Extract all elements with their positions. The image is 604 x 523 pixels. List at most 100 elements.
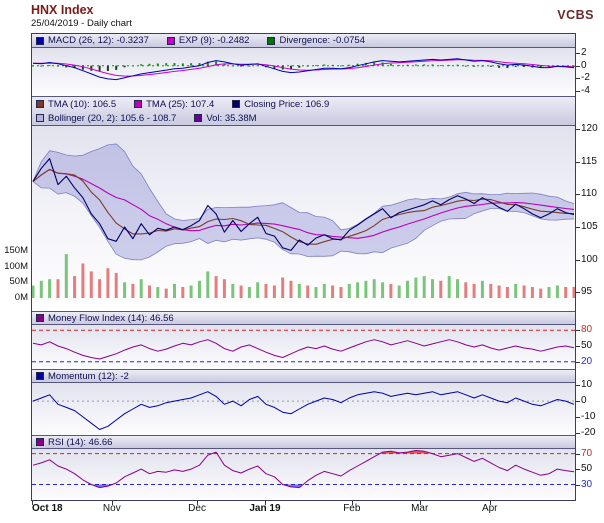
x-axis-label: Mar <box>411 503 429 514</box>
volume-axis-label: 150M <box>4 245 28 256</box>
x-axis-tickmark <box>112 501 113 505</box>
y-axis-tickmark <box>576 485 580 486</box>
legend-item-momentum: Momentum (12): -2 <box>36 371 129 382</box>
momentum-chart-canvas <box>32 391 575 430</box>
chart-plot-area: MACD (26, 12): -0.3237 EXP (9): -0.2482 … <box>31 33 576 501</box>
y-axis-label: 20 <box>581 355 593 367</box>
y-axis-tickmark <box>576 417 580 418</box>
momentum-panel <box>32 383 575 435</box>
bollinger-swatch-icon <box>36 114 44 122</box>
rsi-swatch-icon <box>36 438 44 446</box>
volume-swatch-icon <box>194 114 203 122</box>
y-axis-label: 30 <box>581 478 593 490</box>
legend-item-closing-price: Closing Price: 106.9 <box>232 99 329 110</box>
x-axis-label: Apr <box>481 503 498 514</box>
rsi-panel <box>32 449 575 500</box>
y-axis-label: -2 <box>581 72 590 84</box>
y-axis-label: -10 <box>581 410 596 422</box>
legend-item-mfi: Money Flow Index (14): 46.56 <box>36 313 174 324</box>
y-axis-tickmark <box>576 260 580 261</box>
mfi-panel <box>32 325 575 369</box>
momentum-swatch-icon <box>36 372 44 380</box>
divergence-legend-label: Divergence: -0.0754 <box>279 35 366 46</box>
y-axis-tickmark <box>576 129 580 130</box>
rsi-legend: RSI (14): 46.66 <box>32 435 575 449</box>
y-axis-tickmark <box>576 194 580 195</box>
y-axis-label: 10 <box>581 379 593 391</box>
volume-legend-label: Vol: 35.38M <box>206 112 257 124</box>
y-axis-label: 110 <box>581 188 597 200</box>
price-panel <box>32 126 575 311</box>
macd-legend-label: MACD (26, 12): -0.3237 <box>48 35 149 46</box>
y-axis-tickmark <box>576 227 580 228</box>
y-axis-label: 2 <box>581 47 587 59</box>
rsi-chart-canvas <box>32 450 575 489</box>
x-axis-tickmark <box>490 501 491 505</box>
y-axis-tickmark <box>576 91 580 92</box>
y-axis-label: 95 <box>581 286 593 298</box>
tma10-legend-label: TMA (10): 106.5 <box>48 98 117 110</box>
macd-panel <box>32 48 575 96</box>
macd-line-swatch-icon <box>36 36 44 45</box>
y-axis-label: 100 <box>581 253 598 265</box>
y-axis-label: 50 <box>581 463 593 475</box>
y-axis-tickmark <box>576 454 580 455</box>
closing-price-swatch-icon <box>232 100 241 108</box>
y-axis-label: -20 <box>581 426 596 438</box>
macd-legend: MACD (26, 12): -0.3237 EXP (9): -0.2482 … <box>32 34 575 48</box>
x-axis-tickmark <box>197 501 198 505</box>
y-axis-tickmark <box>576 53 580 54</box>
x-axis-tickmark <box>352 501 353 505</box>
macd-chart-canvas <box>32 58 575 81</box>
legend-item-divergence: Divergence: -0.0754 <box>267 35 365 46</box>
price-legend-row-2: Bollinger (20, 2): 105.6 - 108.7 Vol: 35… <box>32 111 575 125</box>
y-axis-tickmark <box>576 433 580 434</box>
mfi-legend-label: Money Flow Index (14): 46.56 <box>48 312 174 324</box>
price-legend-row-1: TMA (10): 106.5 TMA (25): 107.4 Closing … <box>32 97 575 111</box>
x-axis-label: Feb <box>343 503 361 514</box>
y-axis-tickmark <box>576 385 580 386</box>
tma25-swatch-icon <box>134 100 143 108</box>
y-axis-label: 70 <box>581 447 593 459</box>
y-axis-tickmark <box>576 469 580 470</box>
y-axis-tickmark <box>576 330 580 331</box>
mfi-chart-canvas <box>32 329 575 363</box>
price-legend: TMA (10): 106.5 TMA (25): 107.4 Closing … <box>32 96 575 126</box>
bollinger-legend-label: Bollinger (20, 2): 105.6 - 108.7 <box>48 112 177 124</box>
price-chart-canvas <box>32 143 575 298</box>
y-axis-label: 0 <box>581 59 587 71</box>
legend-item-bollinger: Bollinger (20, 2): 105.6 - 108.7 <box>36 113 176 124</box>
brand-logo: VCBS <box>557 8 594 22</box>
volume-axis-label: 50M <box>9 276 28 288</box>
x-axis-label: Nov <box>102 503 121 514</box>
closing-price-legend-label: Closing Price: 106.9 <box>244 98 330 110</box>
y-axis-tickmark <box>576 66 580 67</box>
y-axis-label: -4 <box>581 84 590 96</box>
page-title: HNX Index <box>31 3 94 17</box>
chart-subtitle: 25/04/2019 - Daily chart <box>31 18 132 29</box>
x-axis-tickmark <box>32 501 33 505</box>
volume-axis-label: 100M <box>4 260 28 272</box>
momentum-legend-label: Momentum (12): -2 <box>48 370 129 382</box>
x-axis-label: Oct 18 <box>32 503 63 514</box>
legend-item-volume: Vol: 35.38M <box>194 112 257 124</box>
momentum-legend: Momentum (12): -2 <box>32 369 575 383</box>
y-axis-tickmark <box>576 162 580 163</box>
y-axis-label: 50 <box>581 339 593 351</box>
x-axis-tickmark <box>420 501 421 505</box>
y-axis-label: 120 <box>581 123 598 135</box>
y-axis-label: 80 <box>581 324 593 336</box>
legend-item-macd: MACD (26, 12): -0.3237 <box>36 35 149 46</box>
rsi-legend-label: RSI (14): 46.66 <box>48 436 113 448</box>
legend-item-exp: EXP (9): -0.2482 <box>166 35 249 46</box>
x-axis-label: Jan 19 <box>249 503 281 514</box>
legend-item-tma10: TMA (10): 106.5 <box>36 99 116 110</box>
legend-item-tma25: TMA (25): 107.4 <box>134 99 214 110</box>
y-axis-label: 115 <box>581 155 597 167</box>
y-axis-tickmark <box>576 401 580 402</box>
exp-line-swatch-icon <box>166 36 175 45</box>
x-axis-label: Dec <box>188 503 206 514</box>
x-axis-tickmark <box>265 501 266 505</box>
y-axis-label: 0 <box>581 395 587 407</box>
